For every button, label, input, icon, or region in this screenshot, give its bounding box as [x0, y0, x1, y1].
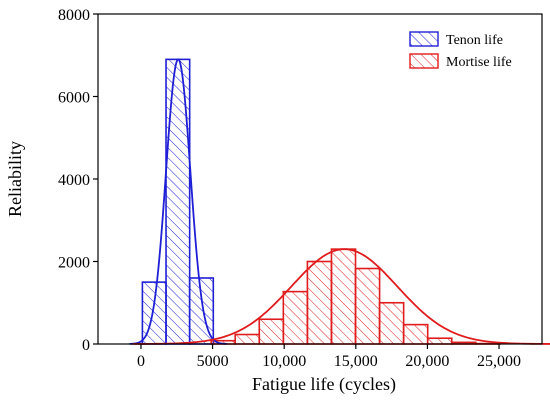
x-tick-label: 0 [137, 353, 145, 370]
histogram-bar [306, 260, 333, 345]
histogram-bar [282, 290, 309, 345]
x-tick-label: 25,000 [477, 353, 521, 370]
fit-curve [132, 248, 550, 345]
histogram-bar [354, 267, 381, 345]
histogram-bar [378, 301, 405, 345]
legend-label: Tenon life [446, 33, 503, 48]
x-tick-label: 10,000 [262, 353, 306, 370]
fit-curves-layer [129, 58, 550, 345]
x-tick-label: 15,000 [334, 353, 378, 370]
y-tick-label: 8000 [58, 7, 90, 24]
x-tick-label: 5000 [197, 353, 229, 370]
legend-swatch [409, 31, 439, 47]
histogram-bar [258, 318, 285, 345]
bars-layer [141, 58, 501, 345]
y-tick-label: 0 [82, 337, 90, 354]
histogram-bar [330, 248, 357, 345]
y-axis-title: Reliability [5, 141, 25, 217]
histogram-bar [402, 323, 429, 345]
x-axis-title: Fatigue life (cycles) [252, 374, 396, 395]
y-tick-label: 2000 [58, 255, 90, 272]
histogram-bar [234, 333, 261, 345]
y-tick-label: 6000 [58, 90, 90, 107]
legend-swatch [409, 53, 439, 69]
histogram-bar [165, 58, 191, 345]
y-tick-label: 4000 [58, 172, 90, 189]
legend-label: Mortise life [446, 55, 512, 70]
fit-curve [129, 58, 227, 345]
histogram-bar [426, 337, 453, 345]
x-tick-label: 20,000 [405, 353, 449, 370]
axes-layer: 0 5000 10,000 15,000 20,000 25,000 0 2000 4000 60… [58, 7, 543, 370]
legend: Tenon life Mortise life [409, 31, 512, 70]
